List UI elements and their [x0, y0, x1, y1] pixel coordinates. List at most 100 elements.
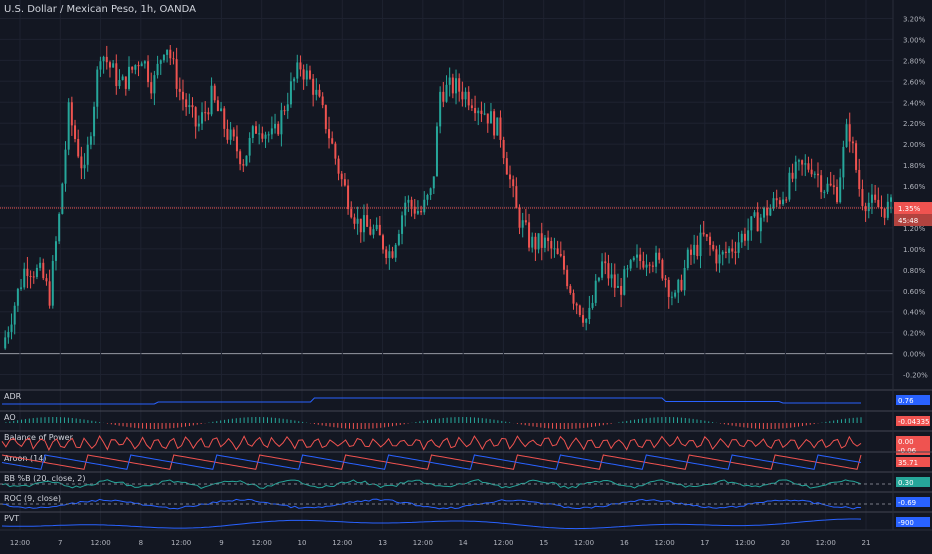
candle-body	[16, 288, 19, 306]
candle-body	[763, 207, 765, 218]
candle-body	[794, 161, 797, 179]
candle-body	[585, 319, 588, 323]
candle-body	[245, 155, 248, 166]
countdown-tag	[894, 214, 932, 227]
candle-body	[547, 237, 550, 242]
candle-body	[150, 82, 153, 94]
candle-body	[670, 296, 673, 298]
candle-body	[128, 66, 130, 89]
candle-body	[658, 252, 661, 260]
candle-body	[578, 305, 581, 316]
candle-body	[280, 110, 283, 135]
pane-value-label: -0.04335	[898, 418, 929, 426]
candle-body	[791, 172, 794, 179]
candle-body	[528, 222, 531, 248]
candle-body	[267, 134, 270, 136]
pane-label: BB %B (20, close, 2)	[4, 474, 85, 483]
candle-body	[35, 267, 38, 277]
x-tick-label: 13	[378, 539, 387, 547]
candle-body	[642, 261, 645, 268]
candle-body	[48, 281, 51, 306]
pane-value-tag	[896, 497, 930, 507]
candle-body	[442, 91, 445, 102]
candle-body	[664, 278, 667, 281]
candle-body	[318, 89, 321, 97]
candle-body	[404, 202, 407, 216]
candle-body	[207, 112, 210, 115]
candle-body	[759, 217, 762, 232]
y-tick-label: 2.80%	[903, 57, 926, 65]
candle-body	[435, 126, 438, 177]
candle-body	[131, 66, 134, 70]
candle-body	[785, 199, 788, 201]
candle-body	[524, 220, 527, 223]
candle-body	[401, 215, 404, 234]
candle-body	[810, 169, 813, 175]
candle-body	[99, 61, 102, 70]
candle-body	[734, 251, 737, 253]
candle-body	[718, 254, 721, 264]
y-tick-label: 2.00%	[903, 141, 926, 149]
candle-body	[855, 143, 858, 170]
pane-label: Aroon (14)	[4, 454, 46, 463]
candle-body	[293, 78, 296, 82]
candle-body	[204, 112, 207, 114]
candle-body	[540, 233, 543, 248]
y-tick-label: -0.20%	[903, 372, 928, 380]
candle-body	[851, 141, 854, 144]
candle-body	[629, 260, 632, 269]
candle-body	[102, 56, 105, 62]
candle-body	[302, 69, 305, 80]
y-tick-label: 0.80%	[903, 267, 926, 275]
candle-body	[537, 233, 540, 250]
candle-body	[474, 108, 477, 114]
x-tick-label: 12:00	[10, 539, 30, 547]
candle-body	[385, 249, 388, 259]
candle-body	[886, 201, 889, 218]
candle-body	[331, 138, 334, 144]
candle-body	[766, 207, 769, 216]
candle-body	[607, 263, 610, 279]
candle-body	[804, 163, 807, 165]
x-tick-label: 16	[620, 539, 629, 547]
indicator-pane: Balance of Power 0.00-0.06	[0, 430, 932, 455]
candle-body	[20, 287, 23, 289]
candle-body	[258, 133, 261, 135]
current-price-tag	[894, 202, 932, 215]
y-tick-label: 1.80%	[903, 162, 926, 170]
candle-body	[756, 212, 759, 232]
candle-body	[451, 77, 454, 94]
candle-body	[588, 307, 591, 320]
candle-body	[613, 274, 616, 288]
candle-body	[397, 233, 400, 245]
candle-body	[289, 81, 292, 105]
candle-body	[512, 179, 515, 187]
pane-value-tag	[896, 436, 930, 446]
candle-body	[134, 65, 137, 70]
candle-body	[883, 208, 886, 218]
candle-body	[29, 275, 32, 277]
candle-body	[7, 331, 10, 338]
candle-body	[124, 76, 127, 89]
candle-body	[667, 280, 670, 297]
candle-body	[153, 75, 156, 94]
candle-body	[597, 277, 600, 281]
candle-body	[86, 144, 89, 165]
candle-body	[820, 175, 823, 193]
indicator-pane: AO -0.04335	[0, 410, 932, 429]
x-tick-label: 12:00	[493, 539, 513, 547]
candle-body	[350, 209, 353, 218]
candle-body	[559, 253, 562, 256]
candle-body	[864, 205, 867, 212]
candle-body	[534, 236, 537, 250]
candle-body	[226, 128, 229, 140]
x-tick-label: 12:00	[654, 539, 674, 547]
candle-body	[283, 110, 286, 112]
x-tick-label: 12:00	[332, 539, 352, 547]
candle-body	[242, 164, 245, 166]
candle-body	[261, 133, 264, 139]
candle-body	[410, 199, 413, 207]
candle-body	[251, 126, 254, 138]
